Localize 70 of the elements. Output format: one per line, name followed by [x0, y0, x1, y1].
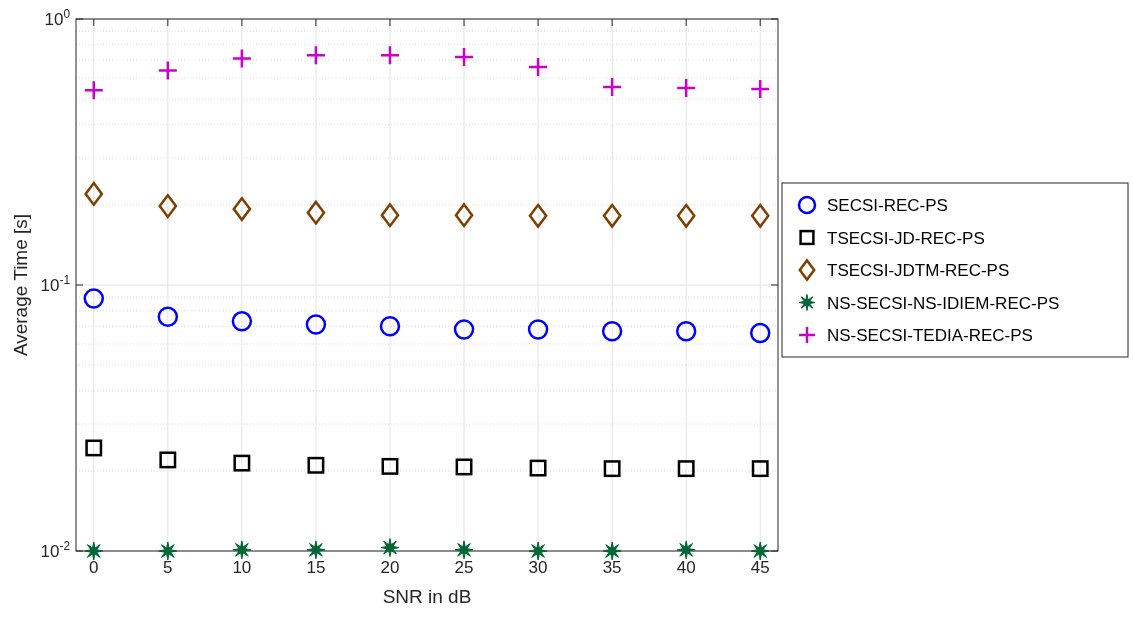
- legend-label: NS-SECSI-TEDIA-REC-PS: [827, 326, 1033, 345]
- point: [232, 540, 252, 560]
- y-tick-label: 10$^{-2}$: [40, 539, 71, 561]
- point: [380, 538, 400, 558]
- point: [85, 439, 103, 457]
- point: [306, 200, 326, 225]
- legend-label: SECSI-REC-PS: [827, 196, 948, 215]
- y-tick-label: 10$^{0}$: [44, 7, 71, 29]
- point: [380, 203, 400, 228]
- point: [305, 314, 327, 335]
- x-tick-label: 40: [676, 558, 696, 577]
- point: [455, 458, 473, 476]
- y-axis-title: Average Time [s]: [10, 213, 31, 357]
- point: [751, 460, 769, 478]
- point: [454, 203, 474, 228]
- point: [157, 306, 179, 327]
- point: [603, 460, 621, 478]
- point: [749, 78, 771, 100]
- point: [381, 457, 399, 475]
- point: [602, 203, 622, 228]
- point: [158, 541, 178, 561]
- legend-label: TSECSI-JD-REC-PS: [827, 228, 985, 248]
- x-tick-label: 20: [380, 558, 400, 577]
- x-tick-label: 25: [454, 558, 474, 577]
- point: [453, 46, 475, 68]
- point: [159, 451, 177, 469]
- point: [379, 45, 401, 66]
- point: [157, 60, 179, 81]
- point: [453, 319, 475, 340]
- x-tick-label: 0: [89, 558, 99, 577]
- y-tick-label: 10$^{-1}$: [40, 273, 71, 295]
- x-tick-label: 35: [602, 558, 622, 577]
- x-axis-title: SNR in dB: [382, 586, 472, 607]
- point: [528, 541, 548, 561]
- point: [305, 45, 327, 66]
- point: [676, 540, 696, 560]
- point: [379, 315, 401, 337]
- point: [527, 319, 549, 340]
- point: [84, 541, 104, 561]
- point: [675, 77, 697, 99]
- point: [83, 79, 105, 101]
- point: [231, 311, 253, 332]
- point: [307, 456, 325, 474]
- x-tick-label: 10: [232, 558, 252, 577]
- point: [528, 203, 548, 228]
- point: [675, 321, 697, 342]
- point: [84, 181, 104, 206]
- point: [601, 76, 623, 98]
- point: [233, 454, 251, 472]
- point: [232, 196, 252, 222]
- point: [529, 459, 547, 477]
- x-tick-label: 5: [163, 558, 173, 577]
- point: [601, 321, 623, 342]
- point: [677, 460, 695, 478]
- x-tick-label: 15: [306, 558, 326, 577]
- point: [454, 540, 474, 560]
- legend-label: TSECSI-JDTM-REC-PS: [827, 261, 1010, 280]
- point: [527, 56, 549, 78]
- point: [231, 48, 253, 69]
- point: [750, 203, 770, 228]
- point: [750, 541, 770, 561]
- x-tick-label: 45: [750, 558, 770, 577]
- point: [83, 288, 105, 309]
- point: [602, 541, 622, 561]
- point: [749, 322, 771, 344]
- legend-label: NS-SECSI-NS-IDIEM-REC-PS: [827, 293, 1060, 313]
- point: [306, 540, 326, 560]
- point: [676, 203, 696, 228]
- point: [158, 194, 178, 219]
- x-tick-label: 30: [528, 558, 548, 577]
